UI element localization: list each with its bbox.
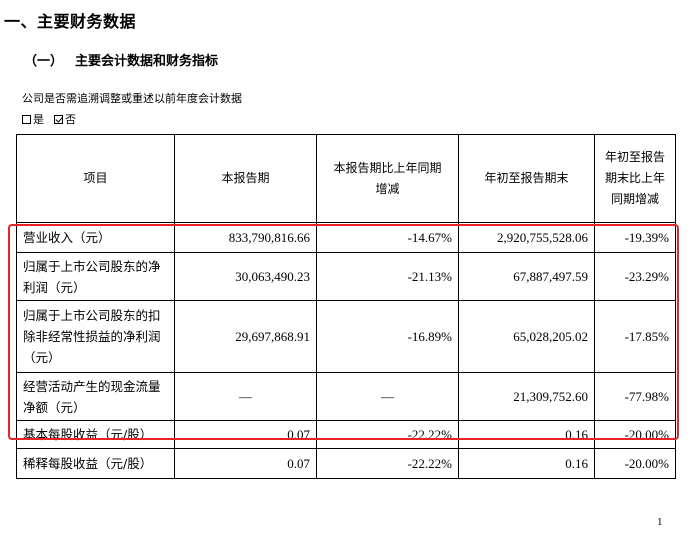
header-ytd-change: 年初至报告期末比上年同期增减 [594, 134, 676, 223]
option-yes-label: 是 [33, 113, 44, 126]
row-current: 29,697,868.91 [174, 300, 317, 373]
row-ytd-change: -23.29% [594, 252, 676, 301]
row-ytd-change: -20.00% [594, 420, 676, 449]
table-row: 稀释每股收益（元/股） 0.07 -22.22% 0.16 -20.00% [16, 448, 676, 479]
row-item: 归属于上市公司股东的扣除非经常性损益的净利润（元） [16, 300, 175, 373]
option-yes[interactable]: 是 [22, 111, 44, 127]
row-ytd: 65,028,205.02 [458, 300, 595, 373]
checked-box-icon[interactable] [54, 114, 63, 124]
section-title: 一、主要财务数据 [4, 12, 137, 31]
table-row: 基本每股收益（元/股） 0.07 -22.22% 0.16 -20.00% [16, 420, 676, 449]
table-row: 经营活动产生的现金流量净额（元） — — 21,309,752.60 -77.9… [16, 372, 676, 421]
restatement-options: 是 否 [22, 111, 76, 127]
financial-data-table: 项目 本报告期 本报告期比上年同期增减 年初至报告期末 年初至报告期末比上年同期… [16, 134, 676, 479]
row-current: — [174, 372, 317, 421]
row-item: 营业收入（元） [16, 222, 175, 253]
row-current-change: -21.13% [316, 252, 459, 301]
row-current-change: -14.67% [316, 222, 459, 253]
row-item: 经营活动产生的现金流量净额（元） [16, 372, 175, 421]
row-ytd-change: -20.00% [594, 448, 676, 479]
row-ytd: 2,920,755,528.06 [458, 222, 595, 253]
table-row: 归属于上市公司股东的扣除非经常性损益的净利润（元） 29,697,868.91 … [16, 300, 676, 373]
subsection-title: （一） 主要会计数据和财务指标 [24, 50, 218, 69]
subsection-number: （一） [24, 54, 64, 69]
row-current-change: -22.22% [316, 448, 459, 479]
header-item: 项目 [16, 134, 175, 223]
option-no-label: 否 [65, 113, 76, 126]
header-current-change: 本报告期比上年同期增减 [316, 134, 459, 223]
row-ytd: 67,887,497.59 [458, 252, 595, 301]
row-item: 归属于上市公司股东的净利润（元） [16, 252, 175, 301]
row-current: 833,790,816.66 [174, 222, 317, 253]
row-current-change: -22.22% [316, 420, 459, 449]
row-current: 30,063,490.23 [174, 252, 317, 301]
header-current-period: 本报告期 [174, 134, 317, 223]
header-ytd: 年初至报告期末 [458, 134, 595, 223]
row-ytd-change: -17.85% [594, 300, 676, 373]
row-ytd: 0.16 [458, 448, 595, 479]
subsection-label: 主要会计数据和财务指标 [75, 54, 219, 69]
page-number: 1 [657, 516, 663, 528]
table-row: 营业收入（元） 833,790,816.66 -14.67% 2,920,755… [16, 222, 676, 253]
row-ytd-change: -77.98% [594, 372, 676, 421]
row-current: 0.07 [174, 420, 317, 449]
row-ytd-change: -19.39% [594, 222, 676, 253]
row-current-change: — [316, 372, 459, 421]
row-ytd: 0.16 [458, 420, 595, 449]
row-ytd: 21,309,752.60 [458, 372, 595, 421]
row-current-change: -16.89% [316, 300, 459, 373]
table-row: 归属于上市公司股东的净利润（元） 30,063,490.23 -21.13% 6… [16, 252, 676, 301]
row-item: 稀释每股收益（元/股） [16, 448, 175, 479]
unchecked-box-icon[interactable] [22, 114, 31, 124]
option-no[interactable]: 否 [54, 111, 76, 127]
row-current: 0.07 [174, 448, 317, 479]
restatement-question: 公司是否需追溯调整或重述以前年度会计数据 [22, 92, 242, 105]
table-header-row: 项目 本报告期 本报告期比上年同期增减 年初至报告期末 年初至报告期末比上年同期… [16, 134, 676, 223]
row-item: 基本每股收益（元/股） [16, 420, 175, 449]
